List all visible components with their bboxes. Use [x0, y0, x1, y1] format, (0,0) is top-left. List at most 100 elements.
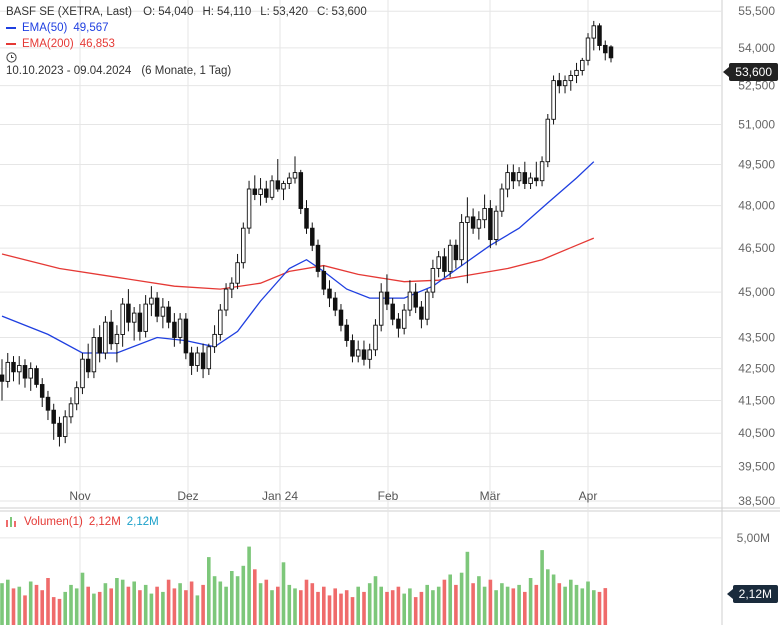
volume-bar [293, 588, 297, 625]
volume-bar [0, 583, 4, 625]
volume-bar [74, 588, 79, 625]
volume-tag: 2,12M [726, 585, 778, 603]
volume-bar [402, 593, 406, 625]
x-tick-label: Nov [69, 489, 90, 503]
volume-bar [299, 590, 303, 625]
volume-legend[interactable]: Volumen(1) 2,12M 2,12M [6, 516, 159, 528]
ohlc-value: 53,600 [331, 6, 367, 18]
candle-body [258, 188, 263, 195]
volume-bar [540, 550, 544, 625]
candle-body [424, 291, 430, 320]
volume-bar [413, 597, 418, 625]
candle-body [62, 416, 68, 437]
clock-icon [6, 52, 17, 63]
candle-body [557, 80, 562, 87]
volume-bar [419, 591, 424, 625]
volume-bar [276, 586, 280, 625]
last-price-tag: 53,600 [723, 63, 778, 81]
candle-body [292, 172, 298, 179]
candle-body [344, 324, 349, 341]
candle-body [264, 188, 269, 198]
ohlc-values: O: 54,040 H: 54,110 L: 53,420 C: 53,600 [135, 6, 367, 18]
volume-bar [546, 569, 550, 625]
ohlc-label: C: [317, 6, 329, 18]
volume-bar [189, 581, 194, 625]
volume-bar [224, 586, 228, 625]
candle-body [470, 216, 476, 229]
ohlc-label: H: [202, 6, 214, 18]
volume-bar [287, 584, 292, 625]
bar-swatch-icon [6, 516, 16, 527]
y-tick-label: 45,000 [738, 285, 775, 299]
volume-bar [551, 574, 556, 625]
candle-body [499, 188, 505, 212]
candle-body [401, 309, 407, 329]
y-tick-label: 39,500 [738, 460, 775, 474]
y-tick-label: 54,000 [738, 41, 775, 55]
volume-bar [264, 579, 269, 625]
volume-bar [28, 581, 33, 625]
volume-bar [115, 578, 119, 625]
candle-body [160, 306, 166, 317]
volume-bar [603, 588, 608, 625]
volume-bar [51, 597, 56, 625]
candle-body [34, 368, 39, 385]
y-tick-label: 38,500 [738, 494, 775, 508]
last-price-value: 53,600 [735, 65, 772, 79]
candle-body [321, 270, 327, 290]
candle-body [218, 309, 223, 335]
volume-bar [126, 586, 131, 625]
volume-bar [253, 569, 257, 625]
volume-bar [333, 588, 337, 625]
candle-body [430, 268, 436, 293]
y-tick-label: 48,000 [738, 199, 775, 213]
volume-bar [69, 584, 73, 625]
volume-bar [86, 586, 90, 625]
candle-body [580, 59, 585, 71]
candle-body [390, 303, 395, 320]
candle-body [539, 161, 545, 182]
volume-bar [459, 572, 464, 625]
volume-bar [161, 591, 165, 625]
volume-bar [500, 583, 504, 625]
candle-body [51, 409, 56, 424]
volume-bar [494, 590, 498, 625]
volume-bar [390, 590, 395, 625]
candle-body [74, 387, 79, 405]
candle-body [166, 306, 171, 323]
volume-bar [574, 584, 579, 625]
volume-bar [373, 576, 378, 625]
volume-bar [155, 586, 159, 625]
candle-body [355, 349, 361, 357]
y-tick-label: 40,500 [738, 426, 775, 440]
volume-bar [218, 581, 223, 625]
ema200-value: 46,853 [79, 38, 115, 50]
candle-body [534, 177, 539, 182]
candle-body [367, 349, 372, 360]
candle-body [591, 25, 597, 39]
volume-bar [425, 584, 429, 625]
volume-bar [436, 586, 441, 625]
volume-bar [143, 584, 148, 625]
candle-body [315, 244, 321, 272]
ohlc-value: 53,420 [272, 6, 309, 18]
candle-body [85, 358, 91, 373]
ema200-legend[interactable]: EMA(200) 46,853 [6, 36, 115, 52]
ema50-legend[interactable]: EMA(50) 49,567 [6, 20, 109, 36]
volume-bar [431, 590, 435, 625]
candle-body [608, 46, 614, 59]
candle-body [482, 208, 487, 221]
candle-body [453, 244, 459, 261]
volume-bar [385, 591, 389, 625]
y-tick-label: 51,000 [738, 117, 775, 131]
x-tick-label: Mär [480, 489, 501, 503]
volume-bar [557, 583, 562, 625]
volume-bar [310, 583, 315, 625]
candle-body [332, 297, 338, 311]
volume-bar [379, 586, 383, 625]
volume-bar [247, 546, 251, 625]
period-legend: 10.10.2023 - 09.04.2024 (6 Monate, 1 Tag) [6, 52, 231, 79]
candle-body [172, 321, 177, 338]
